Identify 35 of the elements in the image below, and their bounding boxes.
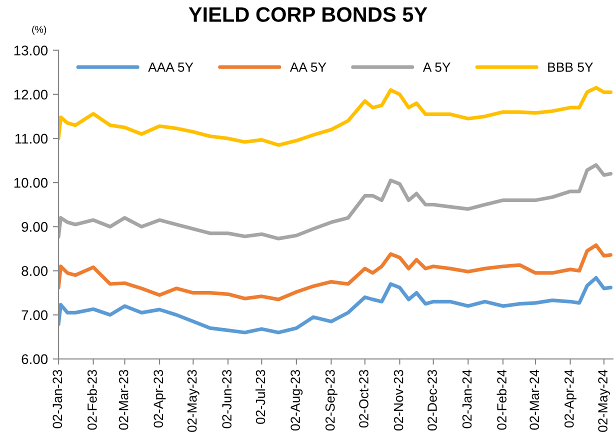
line-series: [58, 86, 612, 147]
y-tick-label: 12.00: [14, 90, 48, 100]
line-series: [58, 276, 612, 334]
y-axis-title: (%): [32, 26, 46, 35]
x-tick-label: 02-Jan-23: [52, 370, 62, 428]
x-tick-label: 02-Oct-23: [359, 370, 368, 428]
x-tick-label: 02-Mar-24: [530, 370, 540, 430]
y-tick-label: 8.00: [22, 266, 48, 276]
line-series: [58, 163, 612, 240]
line-series: [58, 243, 612, 302]
legend-label: A 5Y: [422, 62, 450, 72]
y-tick-label: 11.00: [15, 134, 48, 144]
x-tick-label: 02-May-24: [598, 370, 610, 432]
x-tick-label: 02-Jun-23: [222, 370, 232, 428]
x-tick-label: 02-Mar-23: [118, 370, 128, 430]
y-tick-label: 6.00: [22, 354, 48, 364]
y-tick-label: 13.00: [14, 46, 48, 56]
y-tick-label: 7.00: [22, 310, 48, 320]
x-tick-label: 02-Sep-23: [325, 370, 338, 430]
x-tick-label: 02-Apr-24: [564, 370, 576, 428]
y-tick-label: 10.00: [14, 178, 48, 188]
chart-title: YIELD CORP BONDS 5Y: [188, 7, 428, 22]
x-tick-label: 02-Dec-23: [428, 370, 437, 430]
x-tick-label: 02-Feb-23: [87, 370, 97, 430]
x-tick-label: 02-Apr-23: [154, 370, 166, 428]
x-tick-label: 02-Jul-23: [256, 370, 266, 424]
x-tick-label: 02-Feb-24: [496, 370, 506, 430]
x-tick-label: 02-May-23: [187, 370, 200, 432]
x-tick-label: 02-Nov-23: [394, 370, 404, 430]
x-tick-label: 02-Aug-23: [290, 370, 303, 430]
y-tick-label: 9.00: [22, 222, 48, 232]
legend-label: AA 5Y: [290, 62, 326, 72]
legend-label: BBB 5Y: [548, 62, 593, 72]
x-tick-label: 02-Jan-24: [462, 370, 472, 428]
legend-label: AAA 5Y: [148, 62, 194, 72]
